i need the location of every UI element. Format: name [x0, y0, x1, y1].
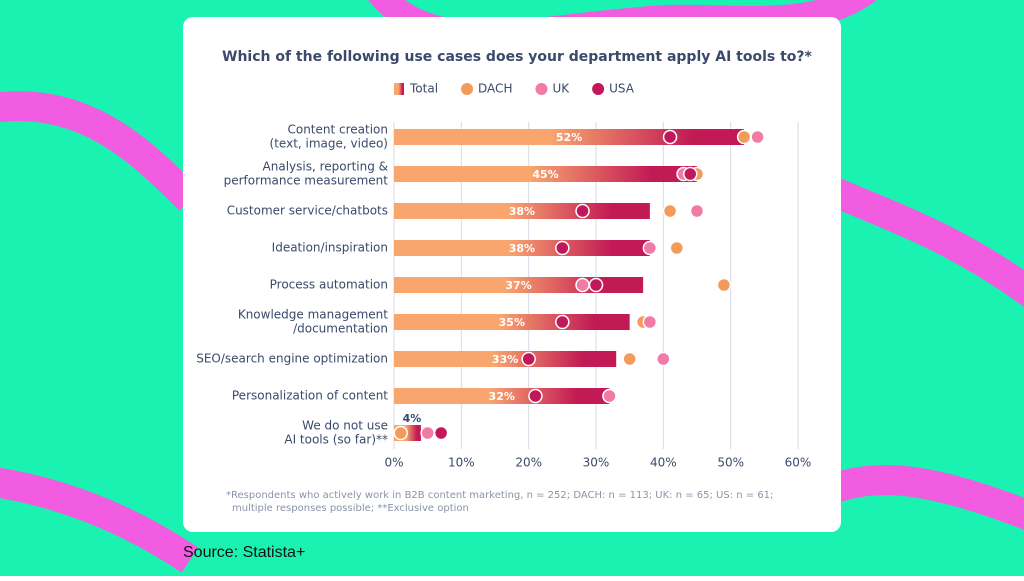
legend-label: Total — [409, 82, 438, 96]
y-tick-label: Ideation/inspiration — [272, 241, 388, 255]
dot — [716, 277, 732, 293]
y-tick-label: Customer service/chatbots — [227, 204, 388, 218]
legend-label: USA — [609, 82, 635, 96]
dot — [393, 425, 408, 441]
legend-label: UK — [552, 82, 570, 96]
data-label: 38% — [509, 205, 535, 218]
dot — [521, 351, 536, 367]
footnote: multiple responses possible; **Exclusive… — [232, 503, 469, 514]
decoration — [824, 176, 1024, 307]
decoration — [0, 91, 201, 211]
legend-swatch — [461, 83, 474, 95]
card — [183, 17, 841, 532]
data-label: 4% — [403, 412, 422, 425]
bar — [394, 351, 617, 367]
dot — [642, 240, 658, 256]
dot — [689, 203, 705, 219]
dot — [602, 388, 617, 404]
data-label: 32% — [489, 390, 515, 403]
dot — [528, 388, 543, 404]
chart-title: Which of the following use cases does yo… — [222, 49, 813, 65]
data-label: 38% — [509, 242, 535, 255]
y-tick-label: Content creation — [287, 123, 388, 137]
y-tick-label: Knowledge management — [238, 308, 388, 322]
source: Source: Statista+ — [183, 544, 305, 561]
decoration — [824, 465, 1024, 530]
dot — [750, 129, 765, 145]
legend-swatch — [394, 83, 404, 95]
x-tick-label: 10% — [448, 456, 475, 470]
data-label: 37% — [505, 279, 531, 292]
y-tick-label: /documentation — [293, 322, 388, 336]
dot — [736, 129, 752, 145]
data-label: 35% — [499, 316, 525, 329]
y-tick-label: We do not use — [302, 419, 388, 433]
dot — [575, 203, 590, 219]
bar — [394, 388, 610, 404]
bar — [394, 314, 630, 330]
y-tick-label: Process automation — [270, 278, 388, 292]
x-tick-label: 50% — [717, 456, 744, 470]
decoration — [0, 467, 199, 573]
dot — [662, 129, 678, 145]
data-label: 52% — [556, 131, 582, 144]
y-tick-label: SEO/search engine optimization — [196, 352, 388, 366]
dot — [588, 277, 604, 293]
dot — [555, 314, 570, 330]
dot — [669, 240, 685, 256]
dot — [575, 277, 590, 293]
dot — [622, 351, 637, 367]
dot — [642, 314, 658, 330]
y-tick-label: performance measurement — [224, 174, 389, 188]
bar — [394, 240, 650, 256]
x-tick-label: 60% — [785, 456, 812, 470]
y-tick-label: AI tools (so far)** — [284, 433, 388, 447]
footnote: *Respondents who actively work in B2B co… — [226, 490, 773, 501]
dot — [555, 240, 570, 256]
y-tick-label: Analysis, reporting & — [263, 160, 388, 174]
x-tick-label: 20% — [515, 456, 542, 470]
dot — [662, 203, 678, 219]
y-tick-label: Personalization of content — [232, 389, 388, 403]
dot — [656, 351, 671, 367]
dot — [683, 166, 698, 182]
data-label: 45% — [532, 168, 558, 181]
data-label: 33% — [492, 353, 518, 366]
legend-swatch — [592, 83, 605, 95]
y-tick-label: (text, image, video) — [270, 137, 388, 151]
dot — [420, 425, 435, 441]
dot — [433, 425, 449, 441]
x-tick-label: 30% — [583, 456, 610, 470]
legend-swatch — [535, 83, 548, 95]
bar — [394, 129, 745, 145]
legend-label: DACH — [478, 82, 512, 96]
bar — [394, 166, 697, 182]
x-tick-label: 0% — [384, 456, 403, 470]
x-tick-label: 40% — [650, 456, 677, 470]
